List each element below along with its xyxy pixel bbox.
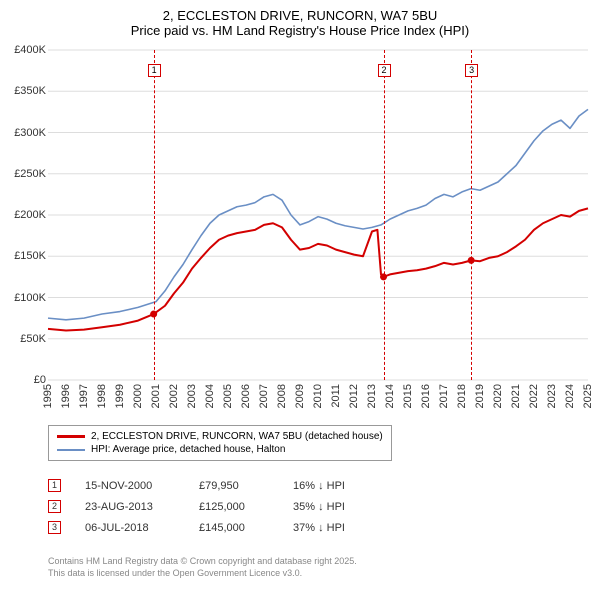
marker-line <box>471 50 472 380</box>
marker-line <box>154 50 155 380</box>
x-tick-label: 2003 <box>186 384 198 408</box>
x-tick-label: 1995 <box>42 384 54 408</box>
x-tick-label: 1997 <box>78 384 90 408</box>
x-tick-label: 1998 <box>96 384 108 408</box>
sales-marker-icon: 2 <box>48 500 61 513</box>
sales-marker-icon: 3 <box>48 521 61 534</box>
x-tick-label: 2005 <box>222 384 234 408</box>
footer-line-2: This data is licensed under the Open Gov… <box>48 568 357 580</box>
chart-legend: 2, ECCLESTON DRIVE, RUNCORN, WA7 5BU (de… <box>48 425 392 461</box>
x-tick-label: 1999 <box>114 384 126 408</box>
x-tick-label: 2022 <box>528 384 540 408</box>
x-tick-label: 2019 <box>474 384 486 408</box>
sales-table: 1 15-NOV-2000 £79,950 16% ↓ HPI 2 23-AUG… <box>48 475 383 538</box>
chart-plot <box>0 0 600 420</box>
y-tick-label: £0 <box>2 374 46 386</box>
y-tick-label: £350K <box>2 85 46 97</box>
marker-box: 2 <box>378 64 391 77</box>
x-tick-label: 2002 <box>168 384 180 408</box>
x-tick-label: 2004 <box>204 384 216 408</box>
x-tick-label: 2020 <box>492 384 504 408</box>
x-tick-label: 2015 <box>402 384 414 408</box>
sales-price: £79,950 <box>199 480 269 492</box>
x-tick-label: 2013 <box>366 384 378 408</box>
sales-diff: 37% ↓ HPI <box>293 522 383 534</box>
x-tick-label: 2012 <box>348 384 360 408</box>
x-tick-label: 2017 <box>438 384 450 408</box>
y-tick-label: £100K <box>2 292 46 304</box>
sales-marker-icon: 1 <box>48 479 61 492</box>
x-tick-label: 2010 <box>312 384 324 408</box>
legend-label: 2, ECCLESTON DRIVE, RUNCORN, WA7 5BU (de… <box>91 431 383 442</box>
x-tick-label: 2021 <box>510 384 522 408</box>
y-tick-label: £50K <box>2 333 46 345</box>
sales-date: 15-NOV-2000 <box>85 480 175 492</box>
x-tick-label: 2009 <box>294 384 306 408</box>
x-tick-label: 2006 <box>240 384 252 408</box>
x-tick-label: 2024 <box>564 384 576 408</box>
sales-price: £125,000 <box>199 501 269 513</box>
x-tick-label: 2011 <box>330 384 342 408</box>
footer-attribution: Contains HM Land Registry data © Crown c… <box>48 556 357 579</box>
x-tick-label: 2001 <box>150 384 162 408</box>
x-tick-label: 2025 <box>582 384 594 408</box>
marker-line <box>384 50 385 380</box>
legend-swatch <box>57 449 85 451</box>
sales-row: 3 06-JUL-2018 £145,000 37% ↓ HPI <box>48 517 383 538</box>
y-tick-label: £150K <box>2 250 46 262</box>
legend-swatch <box>57 435 85 438</box>
x-tick-label: 2000 <box>132 384 144 408</box>
y-tick-label: £250K <box>2 168 46 180</box>
legend-item: 2, ECCLESTON DRIVE, RUNCORN, WA7 5BU (de… <box>57 430 383 443</box>
sales-price: £145,000 <box>199 522 269 534</box>
x-tick-label: 2016 <box>420 384 432 408</box>
x-tick-label: 2007 <box>258 384 270 408</box>
x-tick-label: 2018 <box>456 384 468 408</box>
chart-container: 2, ECCLESTON DRIVE, RUNCORN, WA7 5BU Pri… <box>0 0 600 590</box>
sales-row: 2 23-AUG-2013 £125,000 35% ↓ HPI <box>48 496 383 517</box>
x-tick-label: 1996 <box>60 384 72 408</box>
marker-box: 3 <box>465 64 478 77</box>
marker-box: 1 <box>148 64 161 77</box>
sales-date: 06-JUL-2018 <box>85 522 175 534</box>
y-tick-label: £400K <box>2 44 46 56</box>
sales-diff: 35% ↓ HPI <box>293 501 383 513</box>
legend-item: HPI: Average price, detached house, Halt… <box>57 443 383 456</box>
sales-row: 1 15-NOV-2000 £79,950 16% ↓ HPI <box>48 475 383 496</box>
x-tick-label: 2008 <box>276 384 288 408</box>
x-tick-label: 2023 <box>546 384 558 408</box>
legend-label: HPI: Average price, detached house, Halt… <box>91 444 285 455</box>
sales-diff: 16% ↓ HPI <box>293 480 383 492</box>
y-tick-label: £200K <box>2 209 46 221</box>
x-tick-label: 2014 <box>384 384 396 408</box>
footer-line-1: Contains HM Land Registry data © Crown c… <box>48 556 357 568</box>
sales-date: 23-AUG-2013 <box>85 501 175 513</box>
y-tick-label: £300K <box>2 127 46 139</box>
